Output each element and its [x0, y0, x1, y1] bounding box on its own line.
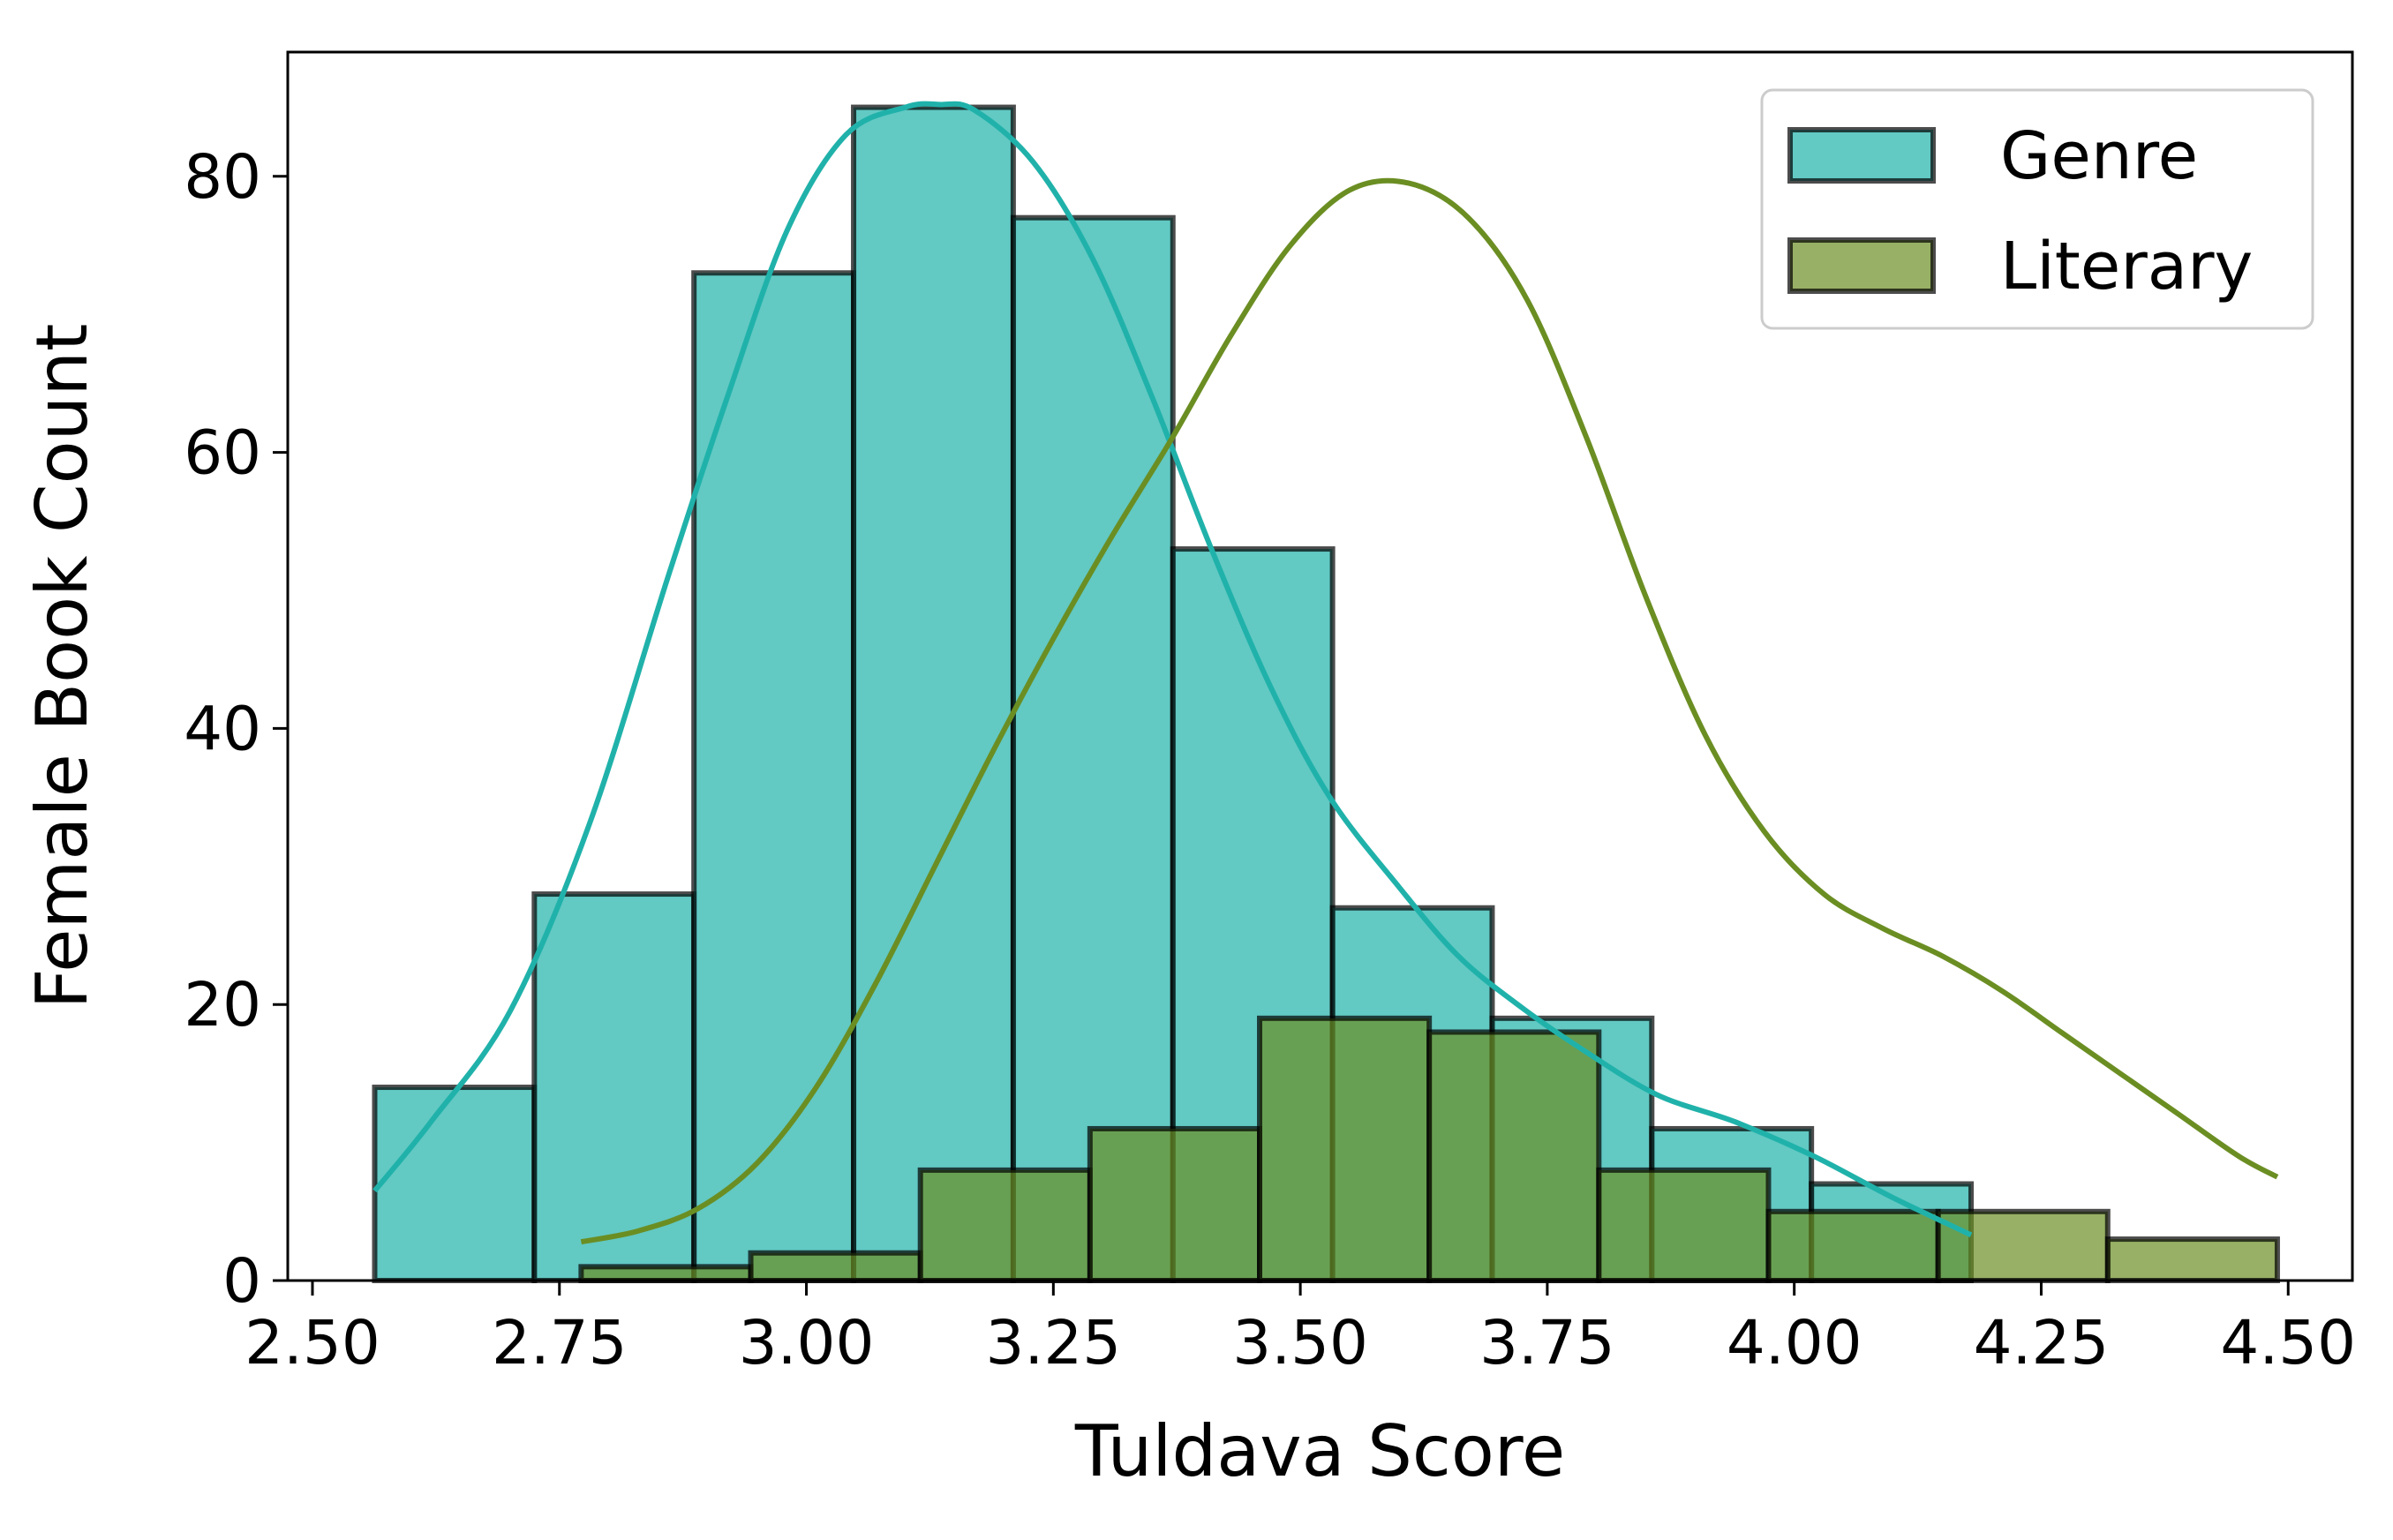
bar-literary-5	[1426, 1029, 1602, 1283]
bars-layer	[372, 104, 2280, 1284]
x-axis: 2.50 2.75 3.00 3.25 3.50 3.75 4.00 4.25 4.50	[245, 1281, 2356, 1378]
x-tick-label: 4.25	[1974, 1308, 2110, 1378]
x-tick-label: 2.75	[492, 1308, 628, 1378]
bar-literary-0	[578, 1264, 754, 1283]
x-tick-label: 2.50	[245, 1308, 380, 1378]
bar-genre-2	[691, 270, 857, 1283]
bar-genre-4	[1010, 214, 1176, 1283]
x-tick-label: 3.25	[986, 1308, 1122, 1378]
plot-frame	[286, 50, 2354, 1282]
kde-layer	[372, 101, 2279, 1245]
legend: Genre Literary	[1760, 88, 2314, 330]
y-axis-label: Female Book Count	[21, 324, 103, 1010]
bar-genre-1	[531, 891, 697, 1284]
bar-genre-3	[851, 104, 1016, 1284]
y-tick-label: 80	[184, 142, 261, 213]
bar-literary-2	[917, 1167, 1093, 1284]
kde-line-literary	[580, 177, 2279, 1245]
legend-label-literary: Literary	[2000, 229, 2253, 304]
y-tick-label: 60	[184, 418, 261, 489]
y-tick-label: 20	[184, 970, 261, 1040]
bar-literary-1	[748, 1250, 923, 1284]
x-axis-label: Tuldava Score	[1074, 1410, 1565, 1492]
bar-literary-4	[1257, 1015, 1433, 1283]
legend-label-genre: Genre	[2000, 118, 2198, 194]
x-tick-label: 3.75	[1479, 1308, 1615, 1378]
x-tick-label: 4.50	[2220, 1308, 2356, 1378]
bar-literary-9	[2104, 1236, 2280, 1283]
y-axis: 0 20 40 60 80	[184, 142, 288, 1317]
bar-literary-8	[1935, 1208, 2111, 1283]
bar-genre-0	[372, 1085, 538, 1283]
x-tick-label: 4.00	[1727, 1308, 1862, 1378]
y-tick-label: 40	[184, 694, 261, 764]
bar-literary-6	[1596, 1167, 1772, 1284]
legend-swatch-genre	[1787, 127, 1936, 184]
bar-literary-3	[1087, 1125, 1263, 1284]
y-tick-label: 0	[222, 1246, 261, 1317]
legend-swatch-literary	[1787, 237, 1936, 294]
kde-line-genre	[372, 101, 1973, 1238]
x-tick-label: 3.00	[739, 1308, 875, 1378]
bar-literary-7	[1765, 1208, 1941, 1283]
x-tick-label: 3.50	[1232, 1308, 1368, 1378]
